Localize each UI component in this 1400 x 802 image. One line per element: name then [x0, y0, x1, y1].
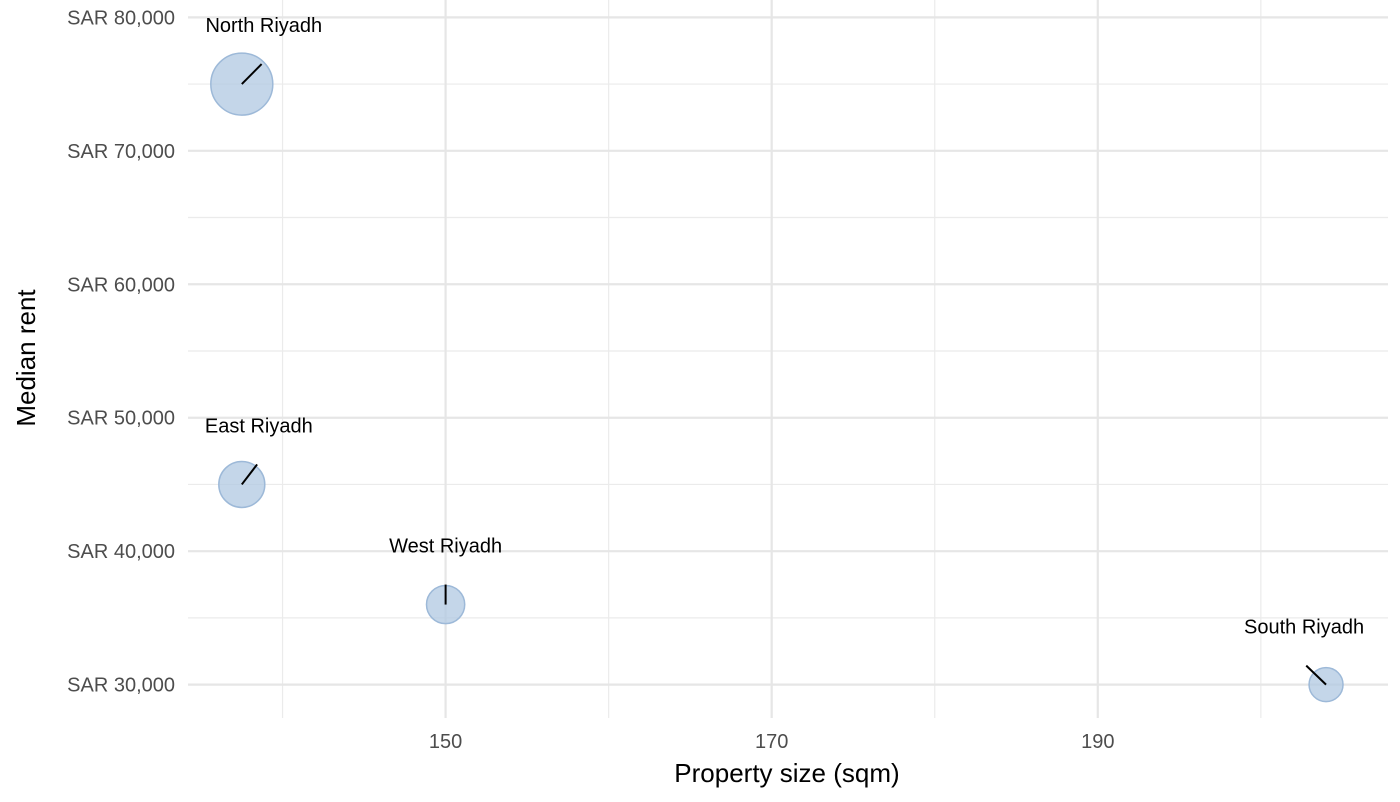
- y-axis-title: Median rent: [11, 289, 41, 427]
- y-tick-label: SAR 60,000: [67, 274, 175, 296]
- point-label: West Riyadh: [389, 536, 502, 558]
- point-label: South Riyadh: [1244, 617, 1364, 639]
- y-tick-label: SAR 50,000: [67, 408, 175, 430]
- x-tick-label: 170: [755, 731, 788, 753]
- x-tick-label: 190: [1081, 731, 1114, 753]
- x-axis-tick-labels: 150 170 190: [429, 731, 1115, 753]
- y-axis-tick-labels: SAR 30,000 SAR 40,000 SAR 50,000 SAR 60,000…: [67, 7, 175, 696]
- x-axis-title: Property size (sqm): [674, 758, 899, 788]
- point-labels: North Riyadh East Riyadh West Riyadh South …: [205, 15, 1364, 639]
- x-tick-label: 150: [429, 731, 462, 753]
- label-leader-line: [241, 63, 263, 85]
- minor-gridlines: [188, 0, 1388, 718]
- label-leader-lines: [241, 63, 1327, 686]
- y-tick-label: SAR 80,000: [67, 7, 175, 29]
- point-label: North Riyadh: [205, 15, 322, 37]
- label-leader-line: [241, 463, 258, 486]
- label-leader-line: [1305, 664, 1327, 686]
- y-tick-label: SAR 30,000: [67, 675, 175, 697]
- y-tick-label: SAR 70,000: [67, 141, 175, 163]
- point-label: East Riyadh: [205, 415, 313, 437]
- y-tick-label: SAR 40,000: [67, 541, 175, 563]
- major-gridlines: [188, 0, 1388, 718]
